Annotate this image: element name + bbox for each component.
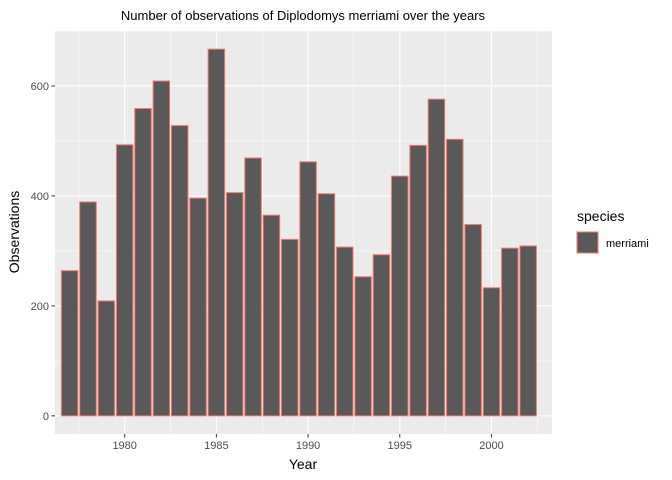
bar-1996 — [409, 144, 427, 417]
x-axis-title: Year — [289, 456, 318, 472]
bar-1980 — [115, 144, 134, 417]
bar-1987 — [244, 157, 262, 417]
bar-1981 — [134, 108, 152, 417]
bar-1983 — [170, 125, 189, 417]
y-axis: 0 200 400 600 — [31, 81, 55, 423]
legend-key — [576, 231, 599, 254]
bar-1992 — [336, 246, 354, 417]
x-tick-label: 1985 — [204, 440, 228, 452]
bar-1994 — [372, 254, 391, 417]
bar-1984 — [189, 197, 207, 417]
bar-1982 — [152, 80, 171, 417]
bar-1991 — [317, 193, 336, 417]
x-tick-label: 1990 — [296, 440, 320, 452]
legend-title: species — [577, 208, 624, 224]
bar-1986 — [225, 192, 244, 417]
bar-2000 — [482, 287, 501, 417]
bar-2001 — [501, 247, 519, 417]
legend-label-merriami: merriami — [606, 238, 649, 250]
bar-2002 — [519, 245, 537, 417]
bar-1995 — [391, 175, 409, 417]
bar-1979 — [97, 300, 116, 417]
x-tick-label: 2000 — [479, 440, 503, 452]
bar-1997 — [427, 98, 446, 417]
y-tick-label: 0 — [43, 411, 49, 423]
bar-1999 — [464, 224, 482, 417]
bar-1998 — [446, 138, 464, 417]
x-tick-label: 1995 — [388, 440, 412, 452]
y-tick-label: 600 — [31, 81, 49, 93]
bar-1977 — [60, 270, 79, 417]
bar-1985 — [207, 48, 226, 417]
bar-1993 — [354, 276, 372, 417]
x-axis: 1980 1985 1990 1995 2000 — [112, 434, 504, 452]
bars — [60, 48, 537, 417]
y-tick-label: 200 — [31, 301, 49, 313]
x-tick-label: 1980 — [112, 440, 136, 452]
y-tick-label: 400 — [31, 191, 49, 203]
bar-1989 — [280, 238, 299, 417]
chart-title: Number of observations of Diplodomys mer… — [121, 8, 486, 23]
bar-1978 — [79, 201, 97, 417]
y-axis-title: Observations — [6, 191, 22, 273]
legend: species merriami — [576, 208, 649, 254]
bar-1990 — [299, 161, 317, 417]
bar-1988 — [262, 214, 281, 417]
